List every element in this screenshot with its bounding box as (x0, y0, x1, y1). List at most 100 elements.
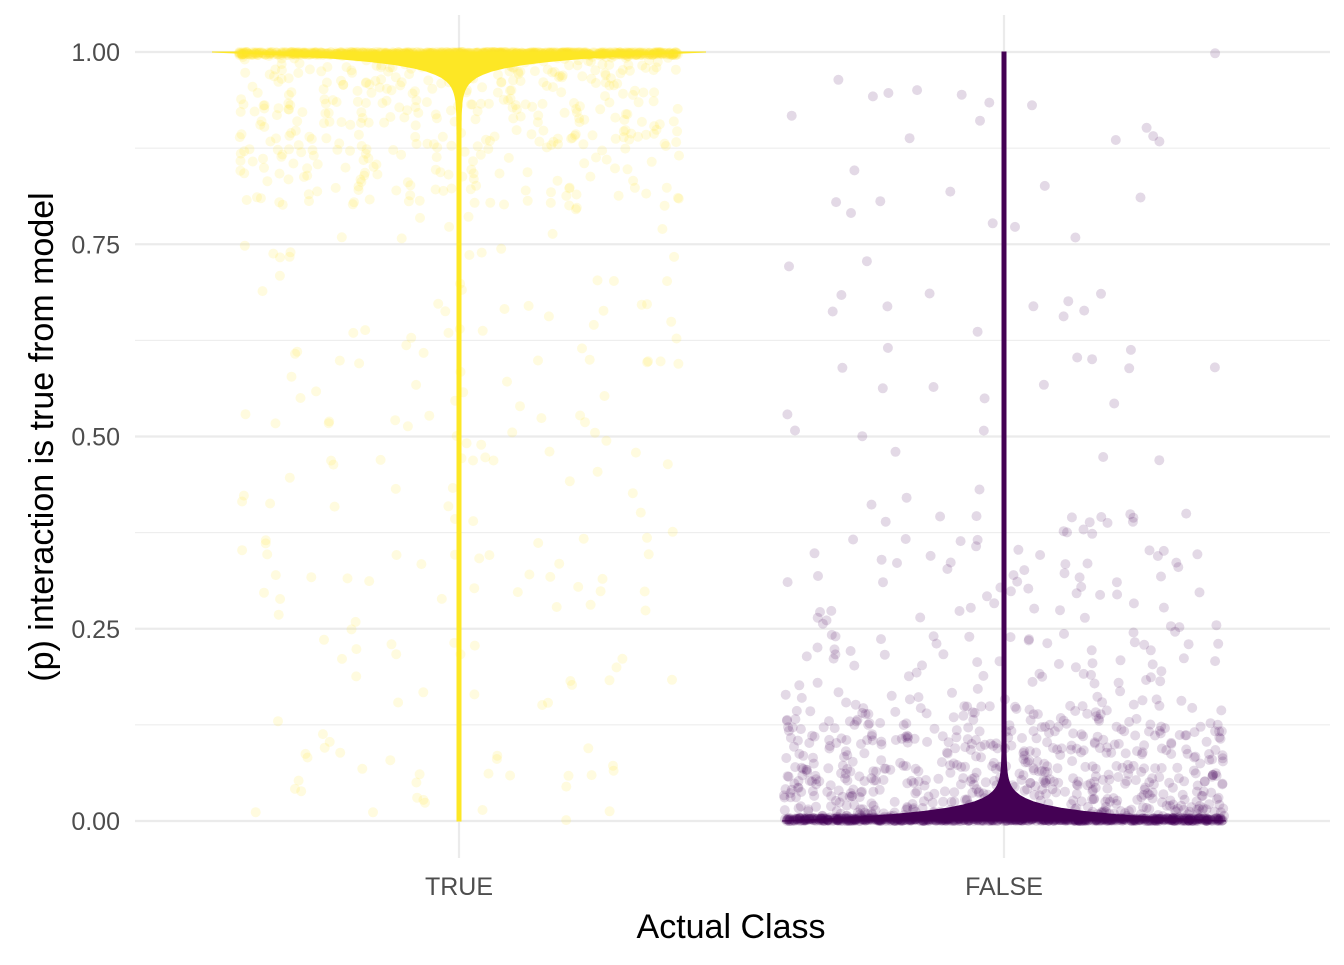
data-point-false (802, 765, 812, 775)
data-point-false (1186, 813, 1196, 823)
data-point-false (1009, 570, 1019, 580)
data-point-false (1148, 659, 1158, 669)
data-point-true (354, 358, 364, 368)
data-point-true (590, 65, 600, 75)
x-tick-label: TRUE (425, 873, 493, 901)
data-point-true (596, 586, 606, 596)
data-point-true (605, 675, 615, 685)
data-point-false (857, 787, 867, 797)
data-point-true (296, 147, 306, 157)
data-point-false (989, 598, 999, 608)
data-point-false (871, 767, 881, 777)
data-point-false (1054, 659, 1064, 669)
data-point-true (262, 176, 272, 186)
data-point-true (418, 795, 428, 805)
data-point-false (876, 755, 886, 765)
data-point-false (958, 711, 968, 721)
data-point-true (403, 421, 413, 431)
data-point-false (871, 776, 881, 786)
data-point-true (313, 159, 323, 169)
data-point-true (630, 86, 640, 96)
data-point-false (1159, 603, 1169, 613)
x-axis-ticks: TRUE FALSE (425, 873, 1043, 901)
data-point-true (493, 70, 503, 80)
data-point-true (393, 698, 403, 708)
data-point-false (822, 615, 832, 625)
data-point-true (565, 676, 575, 686)
data-point-false (949, 787, 959, 797)
data-point-false (1059, 526, 1069, 536)
data-point-false (978, 671, 988, 681)
data-point-true (602, 155, 612, 165)
data-point-false (842, 776, 852, 786)
data-point-true (259, 588, 269, 598)
data-point-true (502, 377, 512, 387)
data-point-false (1166, 749, 1176, 759)
data-point-false (826, 606, 836, 616)
data-point-false (1157, 797, 1167, 807)
data-point-false (1206, 788, 1216, 798)
data-point-false (955, 606, 965, 616)
data-point-true (319, 118, 329, 128)
data-point-false (1075, 572, 1085, 582)
data-point-false (972, 657, 982, 667)
data-point-false (882, 301, 892, 311)
data-point-true (337, 117, 347, 127)
data-point-false (1032, 757, 1042, 767)
data-point-false (890, 707, 900, 717)
data-point-false (1136, 193, 1146, 203)
data-point-false (975, 485, 985, 495)
data-point-false (1113, 772, 1123, 782)
data-point-true (404, 196, 414, 206)
data-point-false (1130, 637, 1140, 647)
data-point-false (887, 691, 897, 701)
data-point-false (880, 650, 890, 660)
data-point-false (1190, 752, 1200, 762)
data-point-false (825, 741, 835, 751)
data-point-true (618, 65, 628, 75)
data-point-true (236, 149, 246, 159)
data-point-true (512, 125, 522, 135)
data-point-true (571, 204, 581, 214)
data-point-false (1024, 636, 1034, 646)
data-point-true (444, 222, 454, 232)
data-point-true (431, 185, 441, 195)
data-point-true (437, 594, 447, 604)
data-point-true (265, 70, 275, 80)
data-point-true (252, 192, 262, 202)
data-point-false (1179, 776, 1189, 786)
data-point-true (579, 158, 589, 168)
data-point-false (1039, 380, 1049, 390)
data-point-true (241, 409, 251, 419)
data-point-true (271, 570, 281, 580)
data-point-true (359, 155, 369, 165)
data-point-true (484, 769, 494, 779)
data-point-true (391, 484, 401, 494)
data-point-false (1060, 559, 1070, 569)
data-point-true (593, 467, 603, 477)
data-point-true (306, 572, 316, 582)
data-point-false (1156, 722, 1166, 732)
data-point-true (619, 126, 629, 136)
data-point-true (444, 328, 454, 338)
data-point-false (930, 724, 940, 734)
data-point-true (489, 456, 499, 466)
data-point-false (971, 735, 981, 745)
data-point-true (297, 107, 307, 117)
data-point-false (947, 688, 957, 698)
data-point-true (411, 95, 421, 105)
data-point-false (1129, 628, 1139, 638)
data-point-true (239, 491, 249, 501)
data-point-true (335, 356, 345, 366)
data-point-false (1033, 709, 1043, 719)
data-point-false (912, 786, 922, 796)
data-point-true (275, 169, 285, 179)
data-point-true (621, 109, 631, 119)
data-point-false (922, 737, 932, 747)
data-point-true (319, 635, 329, 645)
data-point-true (332, 97, 342, 107)
data-point-true (578, 139, 588, 149)
data-point-false (892, 558, 902, 568)
data-point-false (1159, 546, 1169, 556)
data-point-true (600, 391, 610, 401)
